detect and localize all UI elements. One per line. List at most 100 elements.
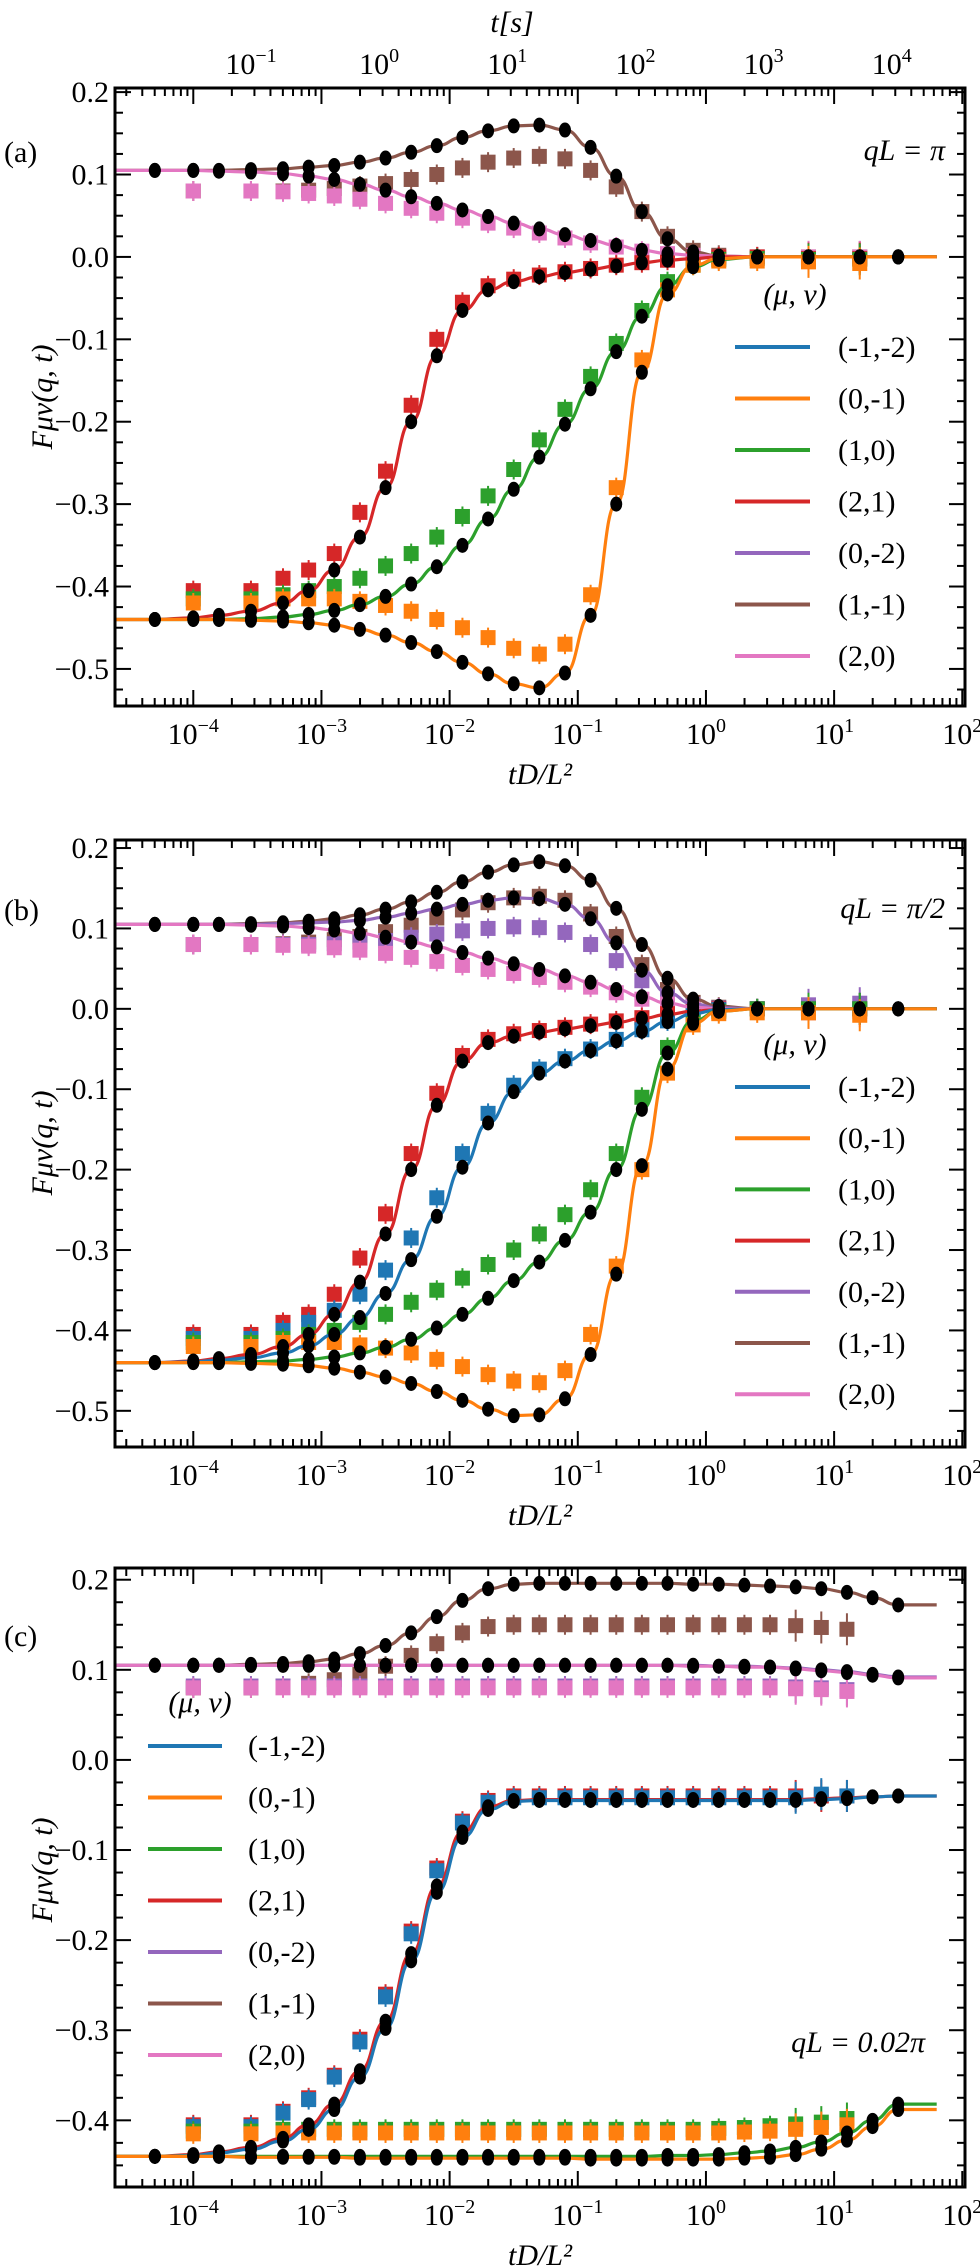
- series-0m1-reference-point: [533, 1407, 546, 1423]
- series-0m1-reference-point: [244, 612, 257, 628]
- series-1m1-reference-point: [405, 144, 418, 160]
- series-1m1-reference-point: [635, 204, 648, 220]
- series-0m1-reference-point: [328, 2149, 341, 2165]
- series-20-sim-point: [326, 1680, 342, 1696]
- series-m1m2-sim-point: [301, 2092, 317, 2108]
- series-0m1-reference-point: [687, 257, 700, 273]
- series-0m1-reference-point: [802, 249, 815, 265]
- series-1m1-reference-point: [430, 884, 443, 900]
- x-tick-label: 10−4: [168, 2196, 219, 2232]
- series-1m1-reference-point: [430, 138, 443, 154]
- series-20-reference-point: [456, 1657, 469, 1673]
- legend-label: (1,0): [838, 434, 895, 467]
- x-axis-ticks: [125, 840, 964, 1447]
- series-1m1-theory-line: [115, 860, 937, 1011]
- x-axis-title: tD/L²: [508, 758, 573, 791]
- series-0m1-reference-point: [687, 1015, 700, 1031]
- top-x-tick-label: 102: [615, 45, 655, 81]
- series-0m1-reference-point: [482, 2150, 495, 2166]
- x-tick-label: 102: [942, 1456, 980, 1492]
- series-20-sim-point: [185, 1680, 201, 1696]
- series-20-reference-point: [558, 227, 571, 243]
- series-1m1-reference-point: [687, 1576, 700, 1592]
- series-m1m2-reference-point: [584, 1792, 597, 1808]
- series-10-reference-point: [584, 1204, 597, 1220]
- series-0m1-sim-point: [454, 1359, 470, 1375]
- series-0m1-reference-point: [353, 621, 366, 637]
- top-x-tick-label: 101: [487, 45, 527, 81]
- series-m1m2-reference-point: [405, 1252, 418, 1268]
- series-21-sim-point: [326, 1286, 342, 1302]
- series-20-sim-point: [429, 205, 445, 221]
- series-20-sim-point: [243, 1680, 259, 1696]
- series-0m2-reference-point: [430, 901, 443, 917]
- series-20-reference-point: [507, 956, 520, 972]
- series-0m1-sim-point: [403, 603, 419, 619]
- series-21-reference-point: [353, 1274, 366, 1290]
- series-0m2-reference-point: [533, 891, 546, 907]
- series-0m1-reference-point: [558, 2150, 571, 2166]
- series-21-sim-point: [275, 570, 291, 586]
- series-0m1-reference-point: [892, 1001, 905, 1017]
- legend-label: (2,0): [838, 640, 895, 673]
- series-20-reference-point: [430, 195, 443, 211]
- series-0m1-sim-point: [531, 1375, 547, 1391]
- theory-lines: [115, 860, 937, 1418]
- plot-area: [115, 117, 937, 696]
- series-10-reference-point: [610, 1162, 623, 1178]
- series-20-sim-point: [378, 1680, 394, 1696]
- series-m1m2-reference-point: [661, 1014, 674, 1030]
- series-1m1-reference-point: [661, 970, 674, 986]
- series-0m1-reference-point: [353, 2150, 366, 2166]
- legend-label: (2,1): [248, 1885, 305, 1918]
- series-1m1-sim-point: [583, 162, 599, 178]
- series-20-sim-point: [378, 195, 394, 211]
- series-m1m2-reference-point: [558, 1053, 571, 1069]
- y-tick-label: 0.2: [72, 76, 110, 109]
- series-21-reference-point: [430, 1097, 443, 1113]
- series-m1m2-sim-point: [429, 1190, 445, 1206]
- series-0m1-reference-point: [584, 1347, 597, 1363]
- series-1m1-sim-point: [557, 1617, 573, 1633]
- legend-label: (2,1): [838, 486, 895, 519]
- series-21-reference-point: [635, 1010, 648, 1026]
- series-21-reference-point: [533, 269, 546, 285]
- series-20-reference-point: [148, 916, 161, 932]
- series-20-sim-point: [788, 1681, 804, 1697]
- series-m1m2-reference-point: [302, 2121, 315, 2137]
- series-20-sim-point: [506, 965, 522, 981]
- series-0m1-sim-point: [185, 595, 201, 611]
- series-20-reference-point: [661, 995, 674, 1011]
- plot-area: [115, 1575, 937, 2167]
- series-1m1-reference-point: [661, 231, 674, 247]
- series-0m2-sim-point: [506, 919, 522, 935]
- series-0m1-sim-point: [736, 2124, 752, 2140]
- series-m1m2-reference-point: [815, 1792, 828, 1808]
- series-10-sim-point: [454, 1270, 470, 1286]
- panel-annotation: qL = π: [864, 134, 946, 167]
- series-0m1-reference-point: [661, 286, 674, 302]
- x-axis-title: tD/L²: [508, 1499, 573, 1532]
- series-20-sim-point: [326, 188, 342, 204]
- series-0m1-reference-point: [405, 1375, 418, 1391]
- series-20-reference-point: [277, 918, 290, 934]
- series-m1m2-reference-point: [738, 1792, 751, 1808]
- series-20-sim-point: [480, 961, 496, 977]
- series-1m1-sim-point: [454, 1625, 470, 1641]
- series-0m2-theory-line: [115, 896, 937, 1011]
- series-20-sim-point: [275, 184, 291, 200]
- reference-circles: [148, 854, 905, 1424]
- series-1m1-reference-point: [533, 854, 546, 870]
- series-10-sim-point: [506, 1242, 522, 1258]
- legend-label: (0,-1): [838, 383, 905, 416]
- legend: (μ, ν) (-1,-2) (0,-1) (1,0) (2,1) (0,-2) (1,-1…: [735, 278, 915, 673]
- series-20-sim-point: [243, 183, 259, 199]
- series-20-reference-point: [328, 922, 341, 938]
- series-10-sim-point: [429, 529, 445, 545]
- series-m1m2-reference-point: [507, 1793, 520, 1809]
- series-0m1-reference-point: [379, 2150, 392, 2166]
- series-20-reference-point: [379, 182, 392, 198]
- series-10-reference-point: [661, 1045, 674, 1061]
- reference-circles: [148, 1575, 905, 2167]
- series-1m1-reference-point: [482, 864, 495, 880]
